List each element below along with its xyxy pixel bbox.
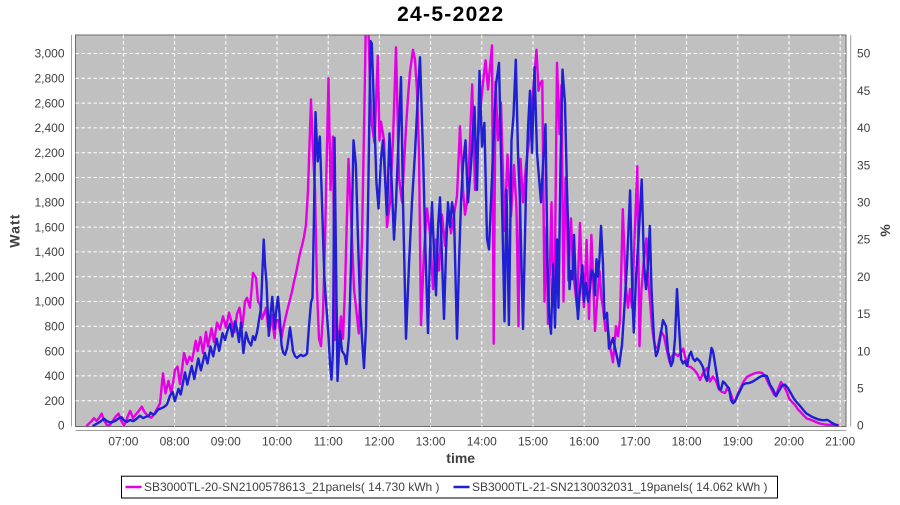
svg-text:20:00: 20:00 bbox=[774, 435, 804, 449]
svg-text:11:00: 11:00 bbox=[314, 435, 343, 449]
svg-text:19:00: 19:00 bbox=[723, 435, 753, 449]
svg-text:400: 400 bbox=[44, 369, 64, 383]
svg-text:16:00: 16:00 bbox=[569, 435, 599, 449]
svg-text:Watt: Watt bbox=[6, 213, 22, 247]
svg-text:%: % bbox=[878, 224, 894, 237]
svg-text:1,600: 1,600 bbox=[34, 220, 64, 234]
svg-text:1,800: 1,800 bbox=[34, 196, 64, 210]
svg-text:2,600: 2,600 bbox=[34, 96, 64, 110]
svg-text:17:00: 17:00 bbox=[620, 435, 650, 449]
svg-text:12:00: 12:00 bbox=[364, 435, 394, 449]
svg-text:2,200: 2,200 bbox=[34, 146, 64, 160]
svg-text:14:00: 14:00 bbox=[467, 435, 497, 449]
svg-text:time: time bbox=[446, 450, 475, 466]
svg-text:24-5-2022: 24-5-2022 bbox=[397, 3, 504, 26]
svg-text:3,000: 3,000 bbox=[34, 47, 64, 61]
svg-text:2,800: 2,800 bbox=[34, 72, 64, 86]
svg-text:20: 20 bbox=[857, 270, 871, 284]
svg-text:09:00: 09:00 bbox=[211, 435, 241, 449]
svg-text:200: 200 bbox=[44, 394, 64, 408]
svg-text:600: 600 bbox=[44, 344, 64, 358]
svg-text:2,000: 2,000 bbox=[34, 171, 64, 185]
svg-text:0: 0 bbox=[857, 419, 864, 433]
svg-text:35: 35 bbox=[857, 158, 871, 172]
svg-text:07:00: 07:00 bbox=[108, 435, 138, 449]
svg-text:1,200: 1,200 bbox=[34, 270, 64, 284]
svg-text:13:00: 13:00 bbox=[416, 435, 446, 449]
svg-text:15: 15 bbox=[857, 307, 871, 321]
svg-text:45: 45 bbox=[857, 84, 871, 98]
svg-text:21:00: 21:00 bbox=[825, 435, 855, 449]
svg-text:10:00: 10:00 bbox=[262, 435, 292, 449]
svg-text:15:00: 15:00 bbox=[518, 435, 548, 449]
svg-text:0: 0 bbox=[58, 419, 65, 433]
svg-text:5: 5 bbox=[857, 382, 864, 396]
svg-text:SB3000TL-20-SN2100578613_21pan: SB3000TL-20-SN2100578613_21panels( 14.73… bbox=[144, 480, 440, 494]
svg-text:2,400: 2,400 bbox=[34, 121, 64, 135]
svg-text:800: 800 bbox=[44, 320, 64, 334]
svg-text:25: 25 bbox=[857, 233, 871, 247]
svg-text:18:00: 18:00 bbox=[672, 435, 702, 449]
svg-text:08:00: 08:00 bbox=[160, 435, 190, 449]
svg-text:1,400: 1,400 bbox=[34, 245, 64, 259]
svg-text:10: 10 bbox=[857, 344, 871, 358]
svg-text:40: 40 bbox=[857, 121, 871, 135]
svg-text:50: 50 bbox=[857, 47, 871, 61]
svg-text:SB3000TL-21-SN2130032031_19pan: SB3000TL-21-SN2130032031_19panels( 14.06… bbox=[472, 480, 768, 494]
svg-text:1,000: 1,000 bbox=[34, 295, 64, 309]
svg-text:30: 30 bbox=[857, 196, 871, 210]
